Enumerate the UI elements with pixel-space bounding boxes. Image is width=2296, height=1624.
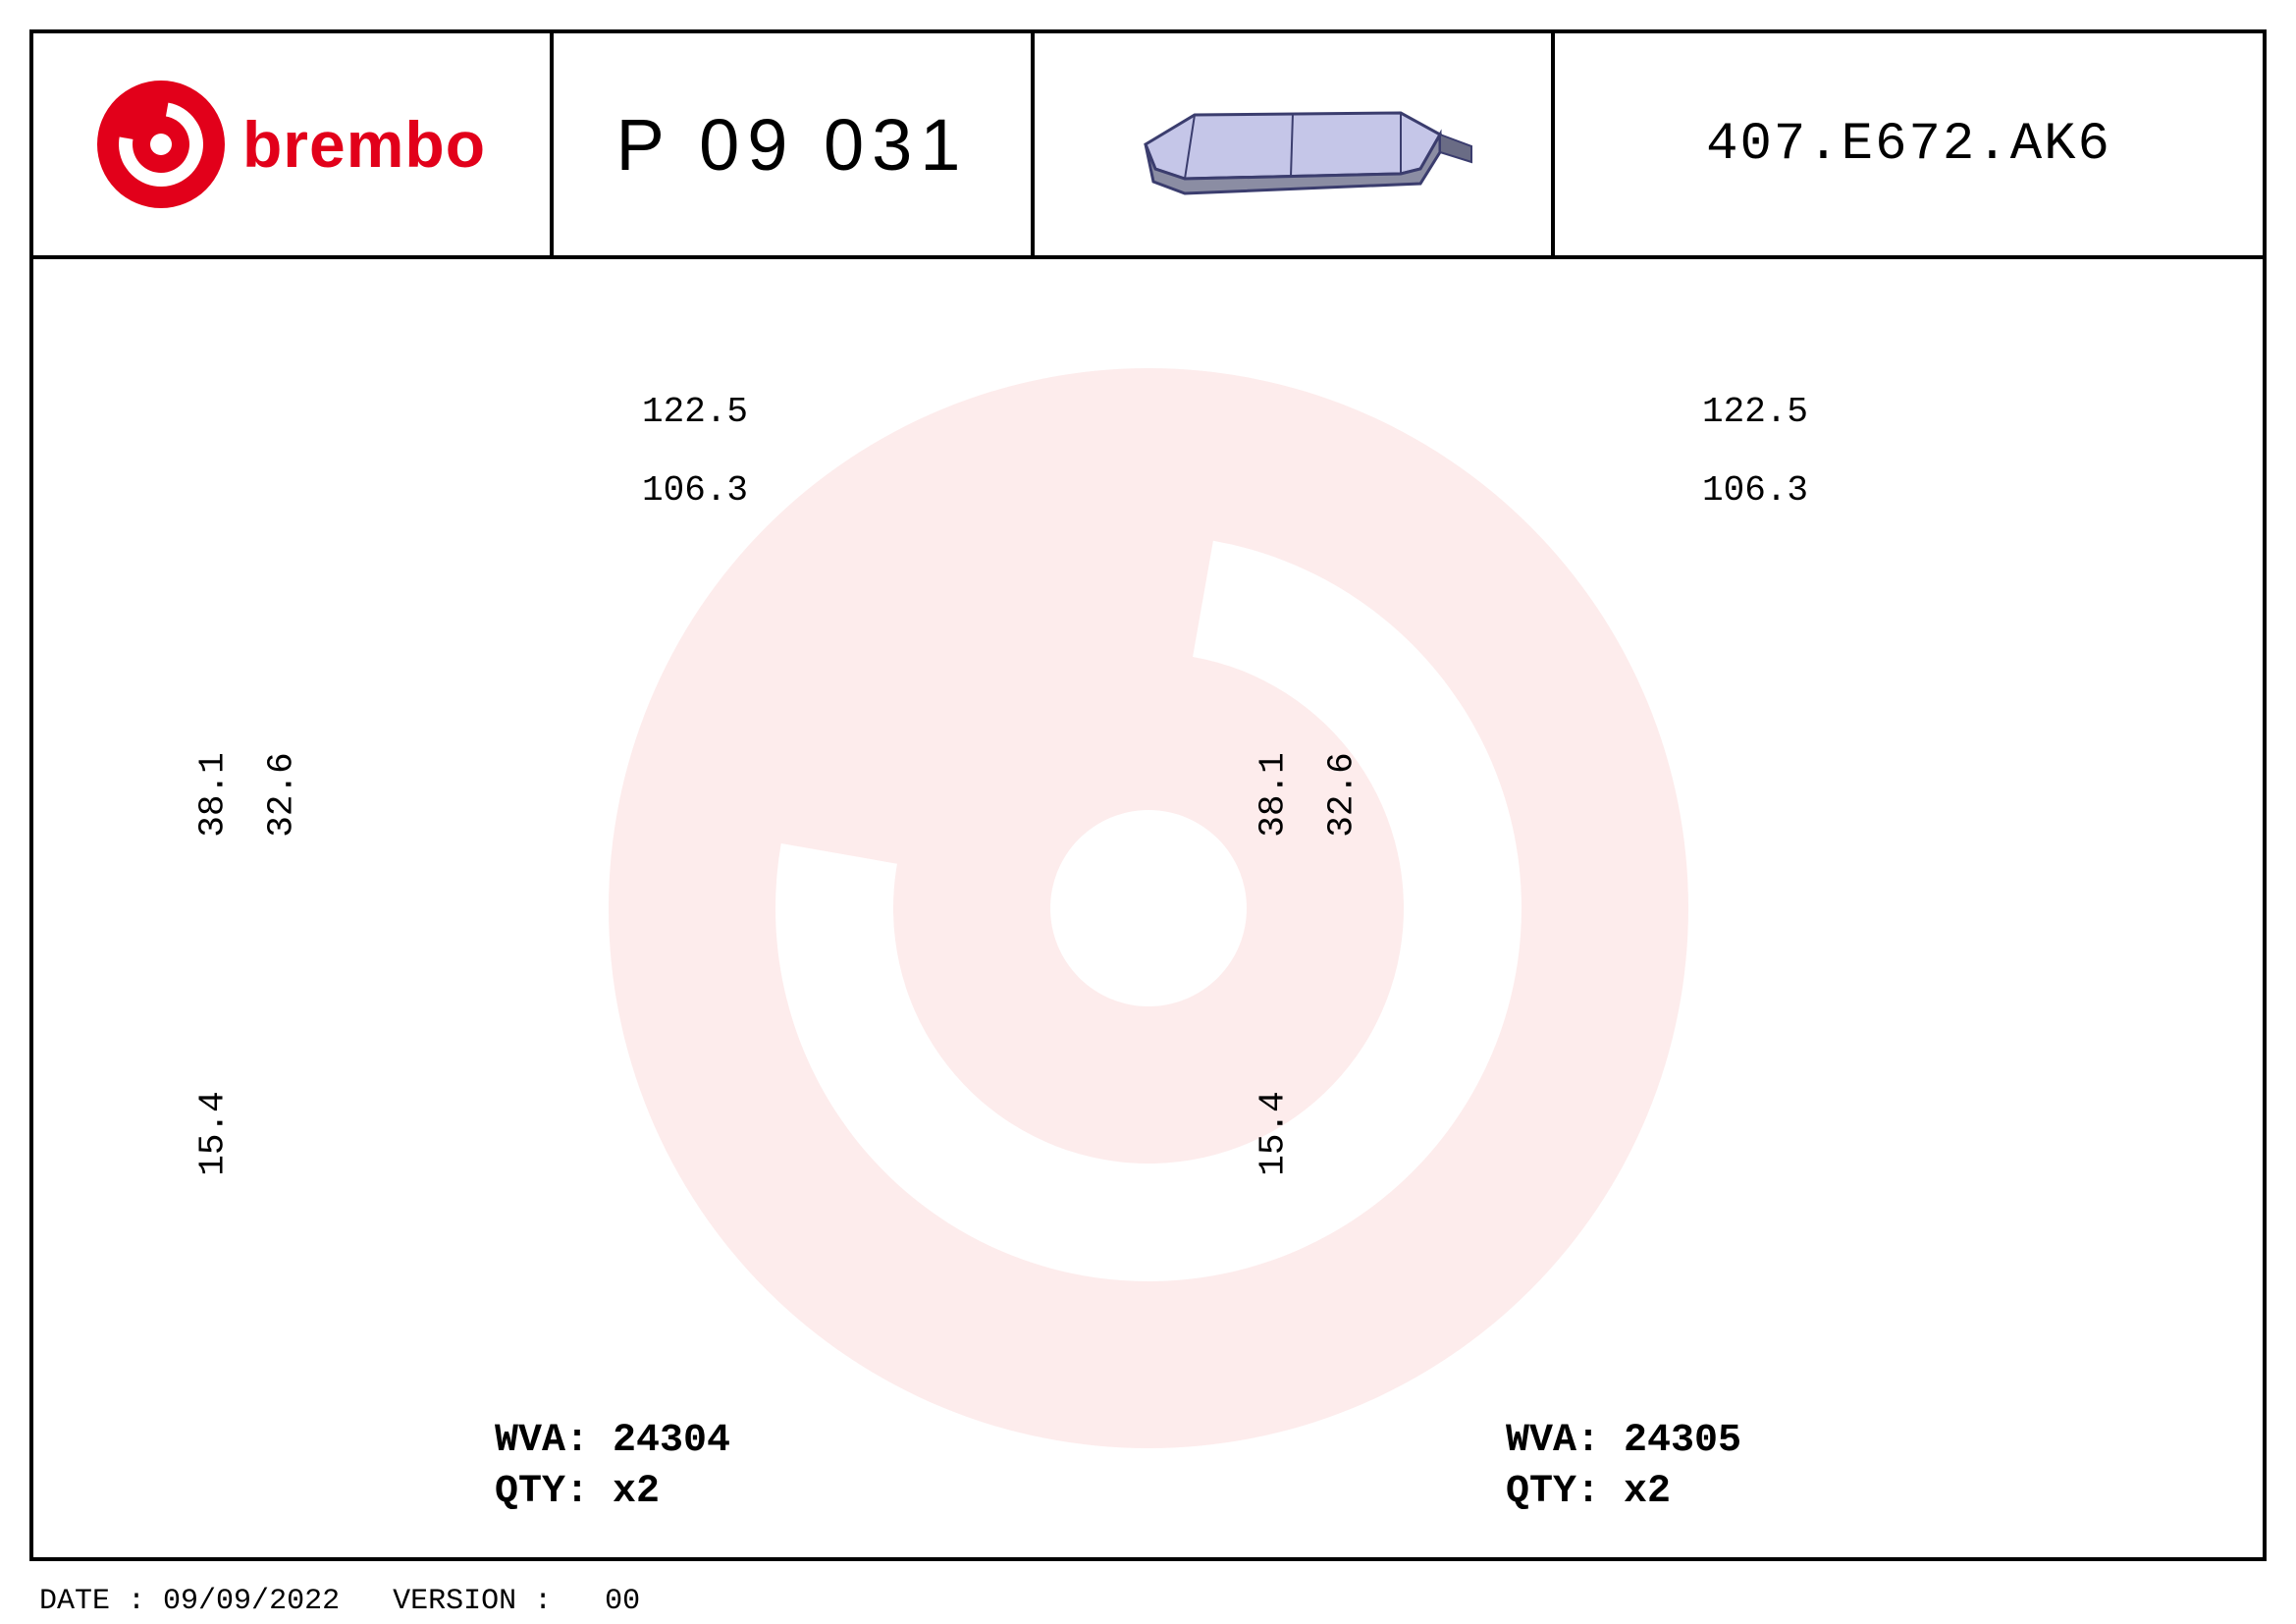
dim-height-outer-right: 38.1 (1254, 752, 1294, 837)
header-row: brembo P 09 031 407.E672.AK6 (33, 33, 2263, 259)
wva-label-right: WVA: (1506, 1419, 1600, 1463)
wva-label-left: WVA: (495, 1419, 589, 1463)
wva-block-right: WVA: 24305 QTY: x2 (1506, 1416, 1741, 1518)
brand-name: brembo (242, 107, 486, 182)
dim-width-outer-right: 122.5 (1702, 392, 1808, 432)
logo-cell: brembo (33, 33, 554, 255)
part-number: P 09 031 (616, 103, 969, 187)
dim-width-inner-left: 106.3 (642, 470, 748, 511)
dim-thickness-left: 15.4 (193, 1091, 234, 1175)
drawing-area: 122.5 106.3 38.1 32.6 15.4 (33, 259, 2263, 1557)
dim-height-outer-left: 38.1 (193, 752, 234, 837)
qty-label-left: QTY: (495, 1470, 589, 1514)
part-number-cell: P 09 031 (554, 33, 1035, 255)
brembo-watermark-icon (609, 368, 1688, 1448)
wva-value-left: 24304 (613, 1419, 730, 1463)
dim-width-inner-right: 106.3 (1702, 470, 1808, 511)
qty-value-left: x2 (613, 1470, 660, 1514)
drawing-code-cell: 407.E672.AK6 (1555, 33, 2263, 255)
dim-height-inner-right: 32.6 (1322, 752, 1362, 837)
wva-value-right: 24305 (1624, 1419, 1741, 1463)
pad-3d-render-icon (1106, 76, 1479, 213)
dim-thickness-right: 15.4 (1254, 1091, 1294, 1175)
footer: DATE : 09/09/2022 VERSION : 00 (39, 1585, 640, 1618)
dim-height-inner-left: 32.6 (262, 752, 302, 837)
wva-block-left: WVA: 24304 QTY: x2 (495, 1416, 730, 1518)
footer-date-label: DATE : (39, 1585, 145, 1618)
qty-label-right: QTY: (1506, 1470, 1600, 1514)
footer-date-value: 09/09/2022 (163, 1585, 340, 1618)
render-cell (1035, 33, 1555, 255)
brembo-logo-icon (97, 81, 225, 208)
footer-version-value: 00 (605, 1585, 640, 1618)
dim-width-outer-left: 122.5 (642, 392, 748, 432)
qty-value-right: x2 (1624, 1470, 1671, 1514)
footer-version-label: VERSION : (393, 1585, 552, 1618)
drawing-sheet: brembo P 09 031 407.E672.AK6 (29, 29, 2267, 1561)
drawing-code: 407.E672.AK6 (1706, 115, 2111, 175)
